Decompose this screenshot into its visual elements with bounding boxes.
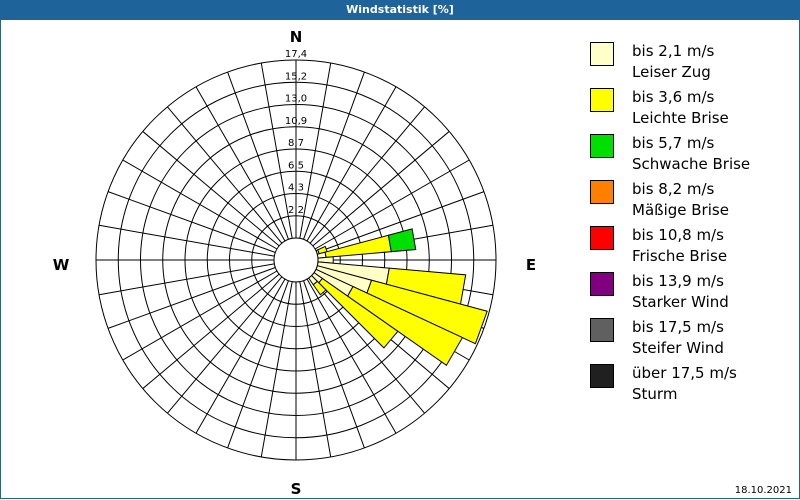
ring-labels: 2,2 4,3 6,5 8,7 10,9 13,0 15,2 17,4	[285, 49, 307, 216]
legend-name: Frische Brise	[632, 247, 728, 265]
svg-text:15,2: 15,2	[285, 71, 307, 82]
rose-hub	[273, 237, 319, 283]
legend-name: Leichte Brise	[632, 109, 729, 127]
legend-item: bis 8,2 m/s Mäßige Brise	[590, 180, 790, 226]
svg-text:2,2: 2,2	[288, 205, 304, 216]
legend-swatch	[590, 180, 614, 204]
legend-range: über 17,5 m/s	[632, 364, 737, 382]
legend-range: bis 2,1 m/s	[632, 42, 715, 60]
svg-text:8,7: 8,7	[288, 138, 304, 149]
compass-n: N	[290, 28, 303, 46]
svg-text:10,9: 10,9	[285, 116, 307, 127]
legend-name: Leiser Zug	[632, 63, 711, 81]
legend-swatch	[590, 226, 614, 250]
legend-swatch	[590, 134, 614, 158]
legend-name: Sturm	[632, 385, 678, 403]
legend-item: bis 17,5 m/s Steifer Wind	[590, 318, 790, 364]
legend-range: bis 17,5 m/s	[632, 318, 724, 336]
legend-swatch	[590, 42, 614, 66]
legend-range: bis 5,7 m/s	[632, 134, 715, 152]
chart-title: Windstatistik [%]	[0, 0, 800, 20]
svg-text:4,3: 4,3	[288, 183, 304, 194]
legend-name: Steifer Wind	[632, 339, 724, 357]
compass-e: E	[526, 256, 536, 274]
legend-item: bis 2,1 m/s Leiser Zug	[590, 42, 790, 88]
legend-item: bis 10,8 m/s Frische Brise	[590, 226, 790, 272]
legend-swatch	[590, 272, 614, 296]
compass-s: S	[291, 480, 302, 498]
svg-text:6,5: 6,5	[288, 160, 304, 171]
legend-item: bis 5,7 m/s Schwache Brise	[590, 134, 790, 180]
legend-range: bis 8,2 m/s	[632, 180, 715, 198]
svg-text:13,0: 13,0	[285, 94, 307, 105]
legend-item: bis 13,9 m/s Starker Wind	[590, 272, 790, 318]
legend-range: bis 3,6 m/s	[632, 88, 715, 106]
legend-name: Mäßige Brise	[632, 201, 729, 219]
legend-item: bis 3,6 m/s Leichte Brise	[590, 88, 790, 134]
legend-swatch	[590, 318, 614, 342]
legend-range: bis 10,8 m/s	[632, 226, 724, 244]
svg-text:17,4: 17,4	[285, 49, 307, 60]
date-label: 18.10.2021	[734, 485, 792, 496]
rose-sectors	[307, 228, 488, 367]
compass-w: W	[53, 256, 70, 274]
legend-swatch	[590, 88, 614, 112]
legend-range: bis 13,9 m/s	[632, 272, 724, 290]
legend-item: über 17,5 m/s Sturm	[590, 364, 790, 410]
legend-name: Schwache Brise	[632, 155, 751, 173]
legend-swatch	[590, 364, 614, 388]
legend-name: Starker Wind	[632, 293, 729, 311]
